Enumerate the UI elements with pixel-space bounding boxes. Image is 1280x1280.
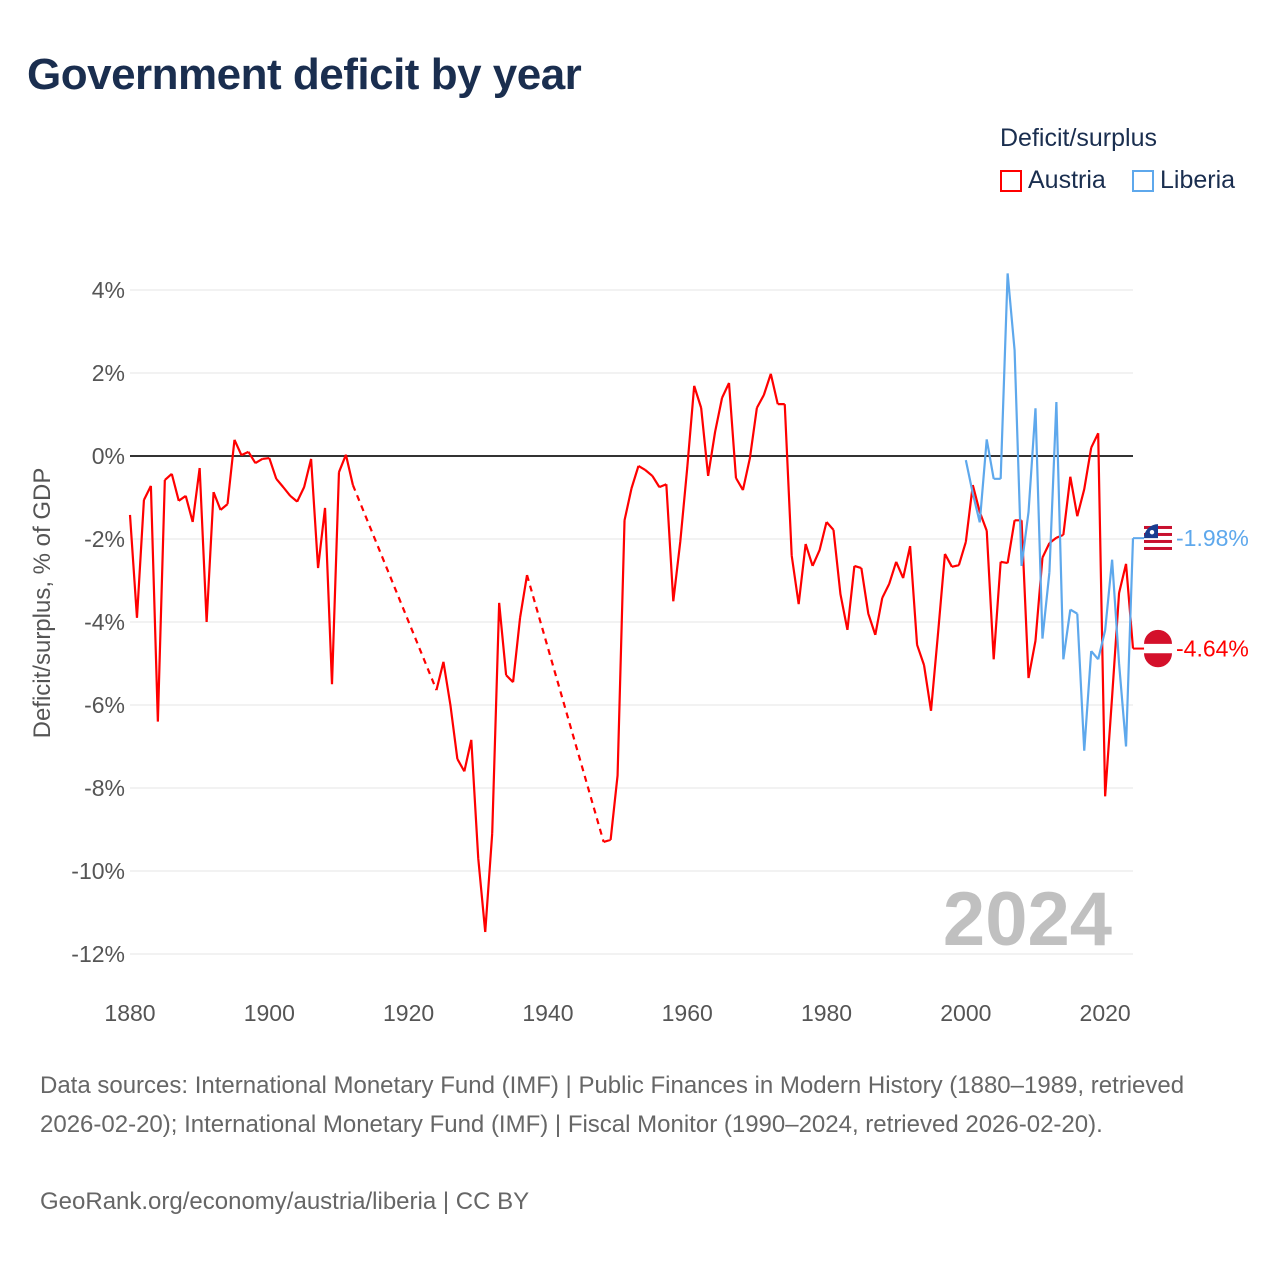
y-tick-label: 0% xyxy=(92,443,125,469)
y-axis-label: Deficit/surplus, % of GDP xyxy=(29,468,56,739)
y-tick-label: -12% xyxy=(71,941,125,967)
legend-item-liberia[interactable]: Liberia xyxy=(1132,166,1235,195)
x-tick-label: 1920 xyxy=(383,1000,434,1026)
series-line-liberia xyxy=(964,273,1135,751)
current-year-label: 2024 xyxy=(943,877,1112,962)
x-tick-label: 2020 xyxy=(1080,1000,1131,1026)
series-line-austria xyxy=(128,373,1135,933)
data-sources: Data sources: International Monetary Fun… xyxy=(40,1072,1185,1138)
credit-link[interactable]: GeoRank.org/economy/austria/liberia | CC… xyxy=(40,1188,530,1215)
y-tick-label: -2% xyxy=(84,526,125,552)
legend-label-austria: Austria xyxy=(1028,166,1106,194)
x-tick-label: 1980 xyxy=(801,1000,852,1026)
end-label-austria: -4.64% xyxy=(1176,636,1249,662)
legend-swatch-austria xyxy=(1000,169,1022,192)
x-tick-label: 2000 xyxy=(940,1000,991,1026)
flag-liberia-icon xyxy=(1144,524,1172,553)
y-tick-label: 2% xyxy=(92,360,125,386)
flag-star xyxy=(1149,529,1155,535)
x-tick-label: 1880 xyxy=(104,1000,155,1026)
x-tick-label: 1960 xyxy=(662,1000,713,1026)
flag-stripe xyxy=(1144,546,1172,550)
flag-stripe xyxy=(1144,629,1172,644)
x-tick-label: 1900 xyxy=(244,1000,295,1026)
series-gap-austria xyxy=(351,484,605,843)
flag-stripe xyxy=(1144,653,1172,668)
y-tick-label: -10% xyxy=(71,858,125,884)
y-tick-label: -8% xyxy=(84,775,125,801)
chart-title: Government deficit by year xyxy=(27,50,582,99)
line-chart: 4% 2% 0% -2% -4% -6% -8% -10% -12% 1880 1900 1920 19… xyxy=(29,273,1249,1026)
legend-swatch-liberia xyxy=(1132,169,1154,192)
legend-label-liberia: Liberia xyxy=(1160,166,1236,194)
y-tick-label: -6% xyxy=(84,692,125,718)
y-tick-label: -4% xyxy=(84,609,125,635)
x-tick-label: 1940 xyxy=(522,1000,573,1026)
flag-austria-icon xyxy=(1144,629,1172,668)
legend-item-austria[interactable]: Austria xyxy=(1000,166,1106,195)
legend-title: Deficit/surplus xyxy=(1000,124,1157,152)
end-label-liberia: -1.98% xyxy=(1176,525,1249,551)
y-tick-label: 4% xyxy=(92,277,125,303)
flag-stripe xyxy=(1144,539,1172,543)
